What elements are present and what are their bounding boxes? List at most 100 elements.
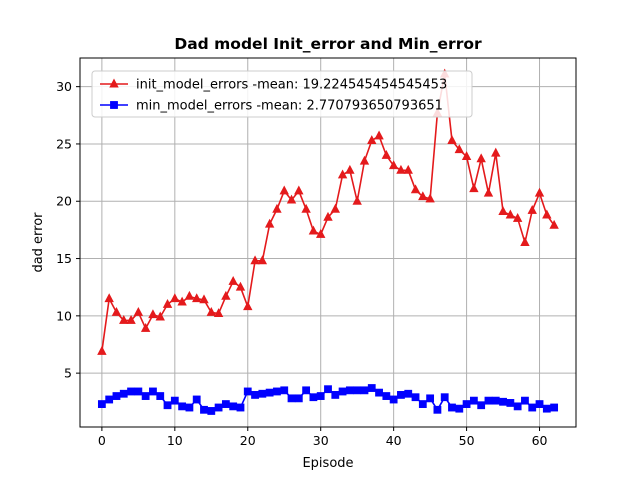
data-point-marker — [345, 386, 354, 395]
data-point-marker — [162, 298, 173, 308]
data-point-marker — [127, 387, 135, 396]
y-tick-label: 15 — [56, 251, 72, 266]
data-point-marker — [155, 311, 165, 321]
legend-label: init_model_errors -mean: 19.224545454545… — [136, 78, 447, 93]
data-point-marker — [512, 212, 523, 222]
data-point-marker — [499, 397, 507, 406]
x-tick-label: 50 — [459, 433, 475, 448]
data-point-marker — [542, 404, 551, 413]
data-point-marker — [418, 191, 428, 201]
data-point-marker — [104, 293, 114, 303]
data-point-marker — [461, 151, 472, 161]
data-point-marker — [433, 405, 442, 414]
data-point-marker — [184, 290, 195, 300]
data-point-marker — [264, 218, 275, 228]
data-point-marker — [243, 301, 253, 311]
data-point-marker — [206, 306, 216, 316]
data-point-marker — [447, 135, 457, 144]
legend-label: min_model_errors -mean: 2.77079365079365… — [136, 99, 443, 114]
data-point-marker — [345, 164, 355, 174]
data-point-marker — [250, 255, 260, 265]
y-tick-label: 20 — [56, 194, 72, 209]
data-point-marker — [324, 385, 332, 394]
data-point-marker — [454, 144, 464, 154]
data-point-marker — [294, 394, 303, 403]
series-layer — [97, 68, 559, 415]
data-point-marker — [389, 395, 398, 404]
chart-title: Dad model Init_error and Min_error — [174, 35, 482, 53]
data-point-marker — [410, 184, 421, 194]
data-point-marker — [505, 209, 516, 219]
data-point-marker — [148, 309, 158, 319]
legend-marker — [109, 78, 119, 88]
data-point-marker — [521, 396, 529, 405]
data-point-marker — [513, 402, 522, 411]
data-point-marker — [396, 164, 406, 174]
data-point-marker — [527, 204, 537, 214]
data-point-marker — [367, 135, 377, 144]
data-point-marker — [506, 399, 515, 407]
y-tick-label: 5 — [64, 366, 72, 381]
data-point-marker — [243, 387, 252, 396]
y-tick-label: 30 — [56, 79, 72, 94]
data-point-marker — [323, 211, 333, 221]
data-point-marker — [199, 294, 209, 304]
data-point-marker — [477, 401, 486, 410]
data-point-marker — [382, 392, 391, 400]
data-point-marker — [170, 396, 179, 405]
data-point-marker — [520, 237, 530, 246]
data-point-marker — [170, 293, 180, 303]
data-point-marker — [111, 306, 122, 316]
data-point-marker — [97, 400, 106, 408]
data-point-marker — [140, 323, 151, 332]
data-point-marker — [469, 183, 479, 193]
data-point-marker — [528, 403, 537, 412]
data-point-marker — [491, 147, 501, 157]
data-point-marker — [367, 384, 376, 392]
data-point-marker — [455, 404, 464, 413]
data-point-marker — [192, 293, 202, 303]
data-point-marker — [258, 389, 267, 398]
x-axis-label: Episode — [302, 456, 353, 471]
data-point-marker — [126, 314, 136, 324]
data-point-marker — [375, 388, 383, 397]
x-tick-label: 10 — [167, 433, 183, 448]
legend-entry: min_model_errors -mean: 2.77079365079365… — [100, 99, 443, 114]
data-point-marker — [534, 187, 545, 197]
legend-marker — [110, 101, 118, 109]
data-point-marker — [462, 400, 471, 408]
data-point-marker — [397, 391, 405, 399]
data-point-marker — [105, 395, 114, 404]
data-point-marker — [221, 290, 231, 300]
data-point-marker — [141, 392, 150, 400]
data-point-marker — [236, 403, 245, 412]
data-point-marker — [359, 155, 370, 165]
data-point-marker — [411, 393, 420, 402]
data-point-marker — [273, 387, 281, 396]
data-point-marker — [337, 169, 348, 179]
data-point-marker — [280, 386, 289, 395]
data-point-marker — [214, 403, 223, 412]
data-point-marker — [257, 255, 268, 265]
data-point-marker — [251, 391, 259, 399]
series-min-model-errors — [97, 384, 559, 415]
plot-frame — [79, 57, 577, 428]
y-axis-label: dad error — [31, 212, 46, 273]
data-point-marker — [425, 193, 435, 203]
tick-layer: 0 10 20 30 40 50 60 5 10 15 20 25 30 — [56, 79, 547, 448]
legend-entry: init_model_errors -mean: 19.224545454545… — [100, 78, 447, 93]
data-point-marker — [483, 187, 494, 197]
data-point-marker — [440, 393, 449, 402]
data-point-marker — [330, 203, 340, 213]
data-point-marker — [287, 394, 296, 403]
legend-box — [91, 70, 473, 118]
data-point-marker — [279, 185, 289, 195]
data-point-marker — [163, 401, 172, 410]
data-point-marker — [178, 402, 187, 411]
data-point-marker — [316, 229, 326, 238]
data-point-marker — [265, 388, 274, 397]
data-point-marker — [316, 392, 325, 400]
data-point-marker — [331, 391, 340, 399]
data-point-marker — [549, 219, 559, 229]
